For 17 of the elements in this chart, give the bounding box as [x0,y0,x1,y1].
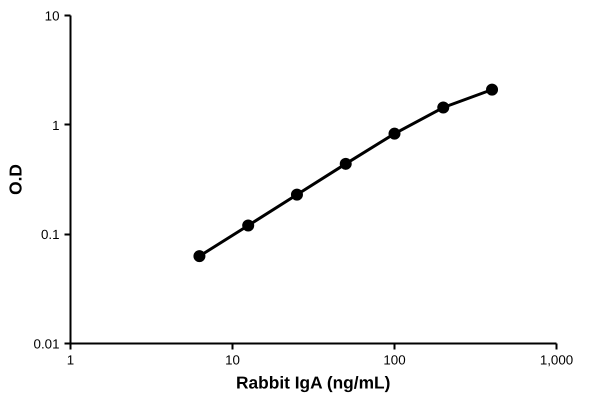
point [290,188,303,201]
y-tick-label: 10 [44,8,60,24]
x-axis-title: Rabbit IgA (ng/mL) [236,372,390,392]
x-tick-label: 1 [66,352,74,368]
y-tick-label: 0.01 [34,336,60,352]
x-tick-label: 1,000 [540,352,574,368]
x-tick-label: 100 [383,352,406,368]
point [388,128,400,140]
point [437,102,450,114]
y-tick-label: 1 [52,118,60,133]
y-axis-title: O.D [6,164,26,195]
point [242,220,254,232]
x-tick-label: 10 [225,352,240,368]
point [486,84,498,96]
point [340,158,352,170]
y-tick-label: 0.1 [40,227,60,242]
point [193,250,206,262]
